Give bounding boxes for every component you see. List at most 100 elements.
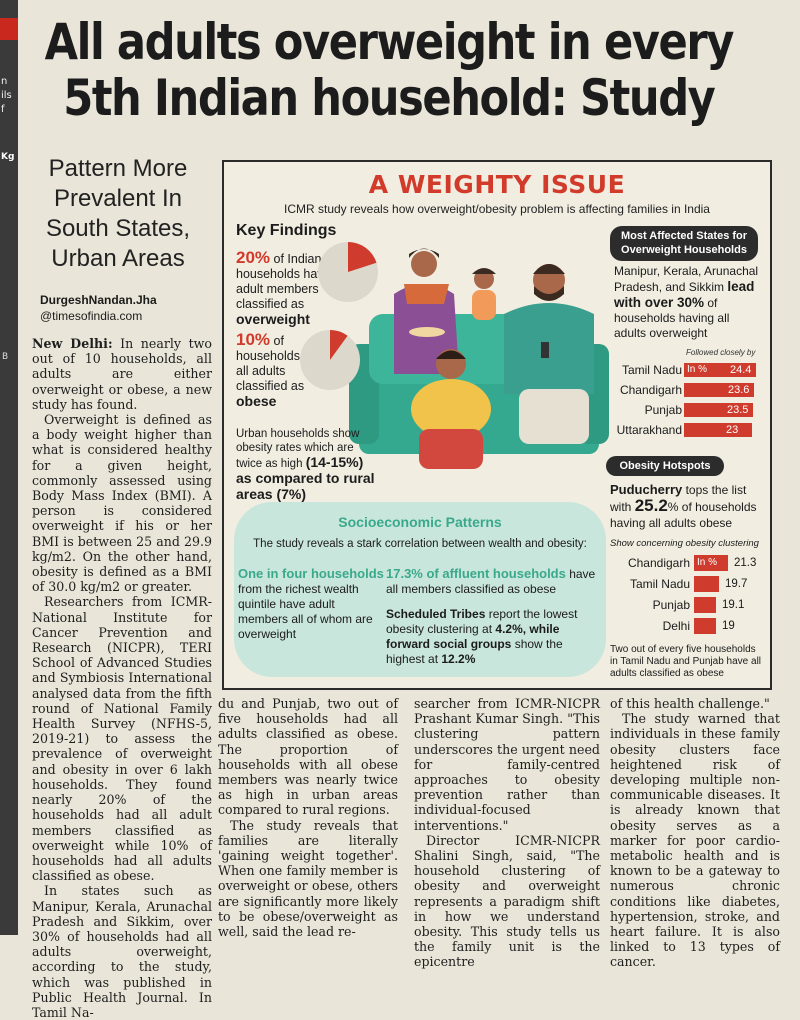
finding-bold: overweight [236, 311, 310, 327]
obesity-bar-row: Punjab 19.1 [653, 596, 766, 614]
bar-value: 19 [722, 620, 735, 632]
bar-value: 23.6 [728, 384, 750, 396]
bar-label: Uttarakhand [616, 423, 682, 437]
adjacent-page-edge: n ils f Kg B [0, 0, 18, 935]
edge-b: B [2, 352, 9, 362]
text: report the lowest obesity clustering at [386, 607, 578, 636]
paragraph: Researchers from ICMR-National Institute… [32, 594, 212, 884]
bar [684, 383, 754, 397]
text: from the richest wealth quintile have ad… [238, 582, 373, 641]
finding-bold: obese [236, 393, 277, 409]
paragraph: Director ICMR-NICPR Shalini Singh, said,… [414, 832, 600, 970]
obesity-bar-row: Tamil Nadu 19.7 [630, 575, 766, 593]
overweight-bar-row: Punjab 23.5 [645, 402, 764, 418]
author-name: DurgeshNandan.Jha [40, 293, 157, 307]
headline-line-1: All adults overweight in every [44, 13, 735, 71]
bar-label: Punjab [652, 598, 690, 612]
bar [684, 363, 756, 377]
infographic: A WEIGHTY ISSUE ICMR study reveals how o… [222, 160, 772, 690]
bold-text: 4.2%, while forward social groups [386, 622, 560, 651]
text: % of households having all adults obese [610, 500, 757, 530]
pie-10pct-icon [300, 330, 360, 390]
bar [694, 597, 716, 613]
family-illustration [349, 248, 609, 469]
bar [684, 423, 752, 437]
green-text: One in four households [238, 566, 384, 581]
edge-kg: Kg [1, 152, 15, 162]
article-column-4: of this health challenge." The study war… [610, 696, 780, 970]
finding-pct: 20% [236, 248, 271, 267]
hotspots-text: Puducherry tops the list with 25.2% of h… [610, 482, 766, 531]
bar-label: Delhi [662, 619, 690, 633]
article-column-1: New Delhi: In nearly two out of 10 house… [32, 336, 212, 1020]
paragraph: Overweight is defined as a body weight h… [32, 412, 212, 595]
green-text: 17.3% of affluent households [386, 566, 566, 581]
socio-affluent: 17.3% of affluent households have all me… [386, 566, 602, 597]
finding-pct: 10% [236, 330, 271, 349]
paragraph: The study warned that individuals in the… [610, 711, 780, 970]
bar-label: Tamil Nadu [629, 577, 690, 591]
unit-label: In % [697, 557, 718, 568]
text: tops the list with [610, 483, 747, 514]
edge-line: n [1, 76, 8, 87]
bar-value: 24.4 [730, 364, 752, 376]
socio-tribes: Scheduled Tribes report the lowest obesi… [386, 607, 602, 667]
edge-line: f [1, 104, 5, 115]
article-column-3: searcher from ICMR-NICPR Prashant Kumar … [414, 696, 600, 970]
bar-value: 23.5 [727, 404, 749, 416]
socio-right: 17.3% of affluent households have all me… [386, 566, 602, 667]
key-findings-heading: Key Findings [236, 222, 337, 239]
edge-text: n ils f [1, 75, 17, 117]
bar-value: 23 [726, 424, 739, 436]
subheadline: Pattern More Prevalent In South States, … [45, 155, 191, 272]
edge-red-block [0, 18, 18, 40]
bar-value: 21.3 [734, 557, 757, 569]
obesity-bar-row: Chandigarh 21.3 In % [628, 554, 766, 572]
bar-label: Tamil Nadu [621, 363, 682, 377]
overweight-bar-row: Chandigarh 23.6 [620, 382, 764, 398]
socioeconomic-panel: Socioeconomic Patterns The study reveals… [234, 502, 606, 677]
obesity-bar-row: Delhi 19 [663, 617, 766, 635]
headline-line-2: 5th Indian household: Study [63, 69, 716, 127]
article-column-2: du and Punjab, two out of five household… [218, 696, 398, 939]
bold-text: Puducherry [610, 482, 683, 497]
infographic-subtitle: ICMR study reveals how overweight/obesit… [284, 202, 710, 216]
text: show the highest at [386, 637, 563, 666]
finding-urban: Urban households show obesity rates whic… [236, 427, 376, 503]
unit-label: In % [687, 364, 708, 375]
bar [694, 576, 719, 592]
followed-closely-label: Followed closely by [686, 348, 756, 357]
socio-intro: The study reveals a stark correlation be… [253, 538, 587, 550]
headline: All adults overweight in every 5th India… [24, 14, 754, 126]
byline: DurgeshNandan.Jha @timesofindia.com [40, 292, 210, 324]
paragraph: The study reveals that families are lite… [218, 817, 398, 940]
pie-20pct-icon [318, 242, 378, 302]
socio-title: Socioeconomic Patterns [338, 514, 502, 530]
paragraph: du and Punjab, two out of five household… [218, 696, 398, 818]
obesity-hotspots-badge: Obesity Hotspots [606, 456, 724, 476]
dateline: New Delhi: [32, 336, 113, 351]
paragraph: New Delhi: In nearly two out of 10 house… [32, 336, 212, 412]
edge-line: ils [1, 90, 12, 101]
text: Manipur, Kerala, Arunachal Pradesh, and … [614, 264, 759, 294]
bar-value: 19.1 [722, 599, 745, 611]
bar-label: Chandigarh [619, 383, 682, 397]
author-handle: @timesofindia.com [40, 309, 143, 323]
bar-label: Chandigarh [627, 556, 690, 570]
text: have all members classified as obese [386, 567, 596, 596]
finding-text: Urban households show obesity rates whic… [236, 428, 360, 470]
bold-text: Scheduled Tribes [386, 607, 486, 621]
bar [694, 555, 728, 571]
overweight-bar-row: Uttarakhand 23 [617, 422, 764, 438]
big-number: 25.2 [634, 496, 668, 515]
hotspots-footnote: Two out of every five households in Tami… [610, 644, 762, 679]
bar [684, 403, 753, 417]
bar-label: Punjab [644, 403, 682, 417]
paragraph: In states such as Manipur, Kerala, Aruna… [32, 883, 212, 1020]
finding-bold: (14-15%) as compared to rural areas (7%) [236, 454, 375, 502]
overweight-bar-row: Tamil Nadu 24.4 In % [622, 362, 764, 378]
most-affected-text: Manipur, Kerala, Arunachal Pradesh, and … [614, 264, 764, 341]
paragraph: searcher from ICMR-NICPR Prashant Kumar … [414, 696, 600, 833]
paragraph-text: In nearly two out of 10 households, all … [32, 336, 212, 412]
most-affected-badge: Most Affected States for Overweight Hous… [610, 226, 758, 261]
